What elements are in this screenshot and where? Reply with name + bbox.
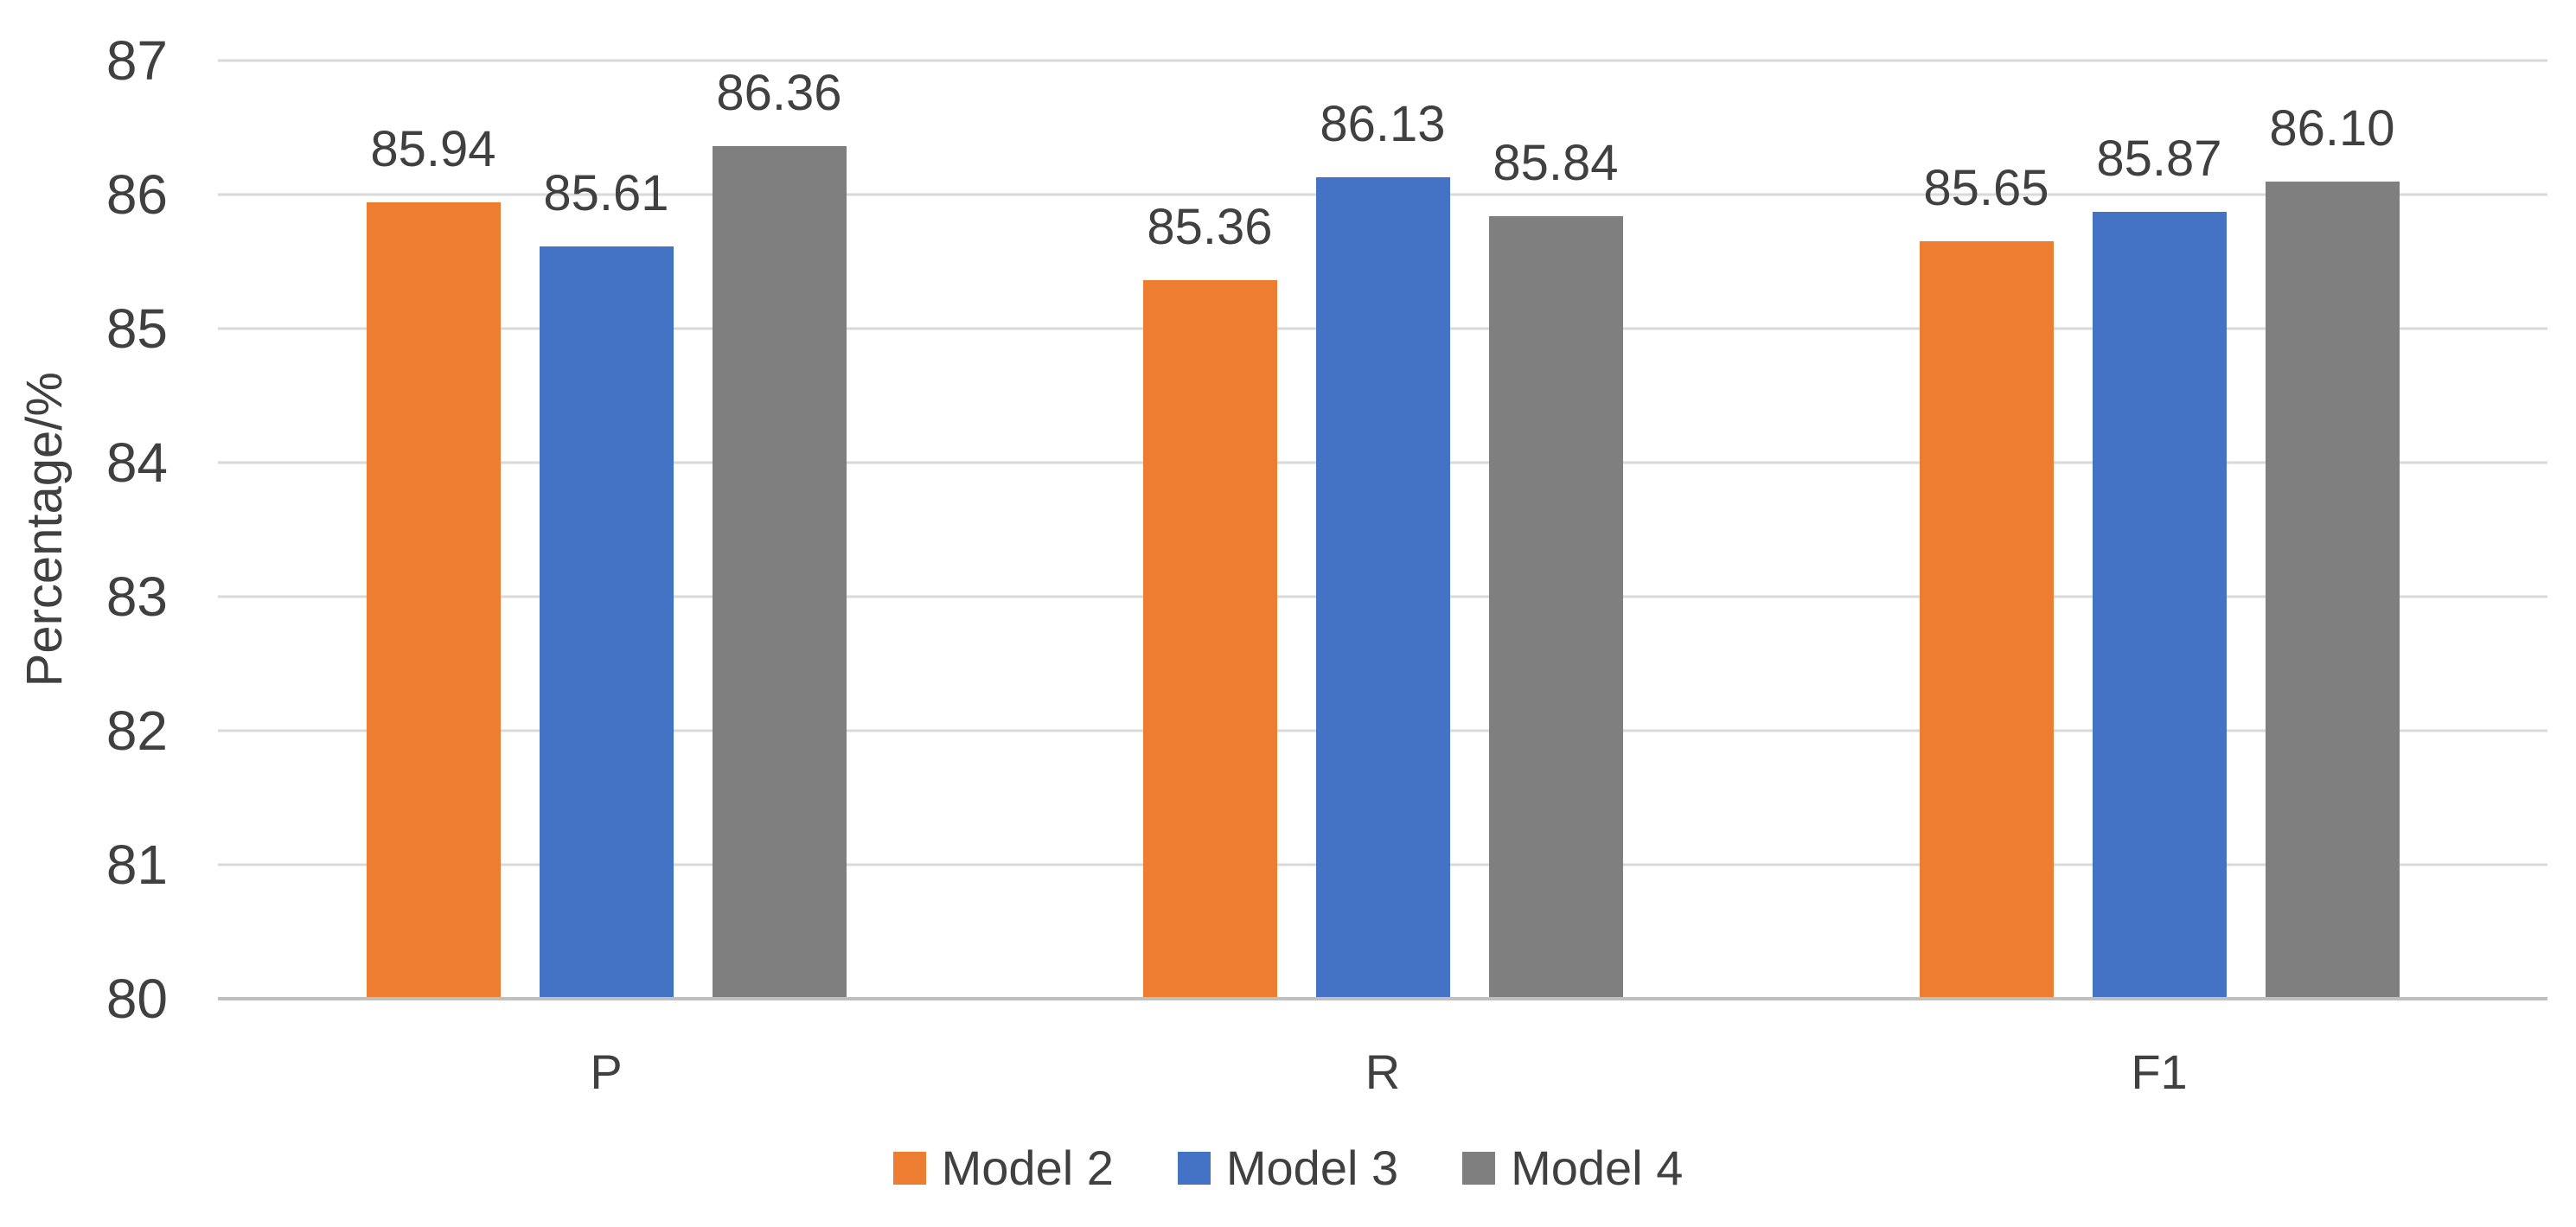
legend-swatch-icon	[1462, 1151, 1496, 1185]
bar-model-2-r	[1142, 280, 1277, 999]
x-axis-labels: P R F1	[218, 999, 2547, 1100]
data-label: 85.94	[370, 121, 496, 178]
data-label: 85.84	[1493, 134, 1619, 191]
bar-model-2-f1	[1919, 241, 2054, 999]
x-axis-line	[218, 997, 2547, 1000]
bar-model-4-f1	[2265, 181, 2400, 999]
legend-swatch-icon	[892, 1151, 926, 1185]
data-label: 85.87	[2096, 131, 2222, 188]
bar-cell: 85.36	[1142, 61, 1277, 999]
plot-area: 85.94 85.61 86.36 85.36 86.13 85.84 85.65 85.87…	[218, 59, 2547, 1000]
y-tick-label-80: 80	[105, 968, 168, 1030]
data-label: 85.36	[1147, 199, 1273, 256]
bar-cell: 85.61	[539, 61, 674, 999]
legend: Model 2 Model 3 Model 4	[0, 1140, 2576, 1196]
legend-swatch-icon	[1177, 1151, 1211, 1185]
data-label: 85.65	[1923, 160, 2049, 217]
bar-cell: 85.84	[1488, 61, 1623, 999]
bar-group-p: 85.94 85.61 86.36	[218, 61, 994, 999]
bar-group-r: 85.36 86.13 85.84	[994, 61, 1771, 999]
bar-model-3-r	[1315, 176, 1450, 999]
bar-cell: 85.65	[1919, 61, 2054, 999]
data-label: 86.36	[716, 65, 842, 122]
data-label: 85.61	[543, 165, 669, 222]
y-tick-label-87: 87	[105, 29, 168, 92]
legend-item-model-2: Model 2	[892, 1140, 1114, 1196]
bar-groups: 85.94 85.61 86.36 85.36 86.13 85.84 85.65 85.87…	[218, 61, 2547, 999]
x-category-label-f1: F1	[2131, 1045, 2188, 1099]
data-label: 86.10	[2269, 99, 2395, 157]
bar-cell: 86.13	[1315, 61, 1450, 999]
bar-model-2-p	[366, 202, 501, 999]
x-category-label-p: P	[590, 1045, 623, 1099]
bar-cell: 85.87	[2092, 61, 2227, 999]
bar-model-3-f1	[2092, 212, 2227, 999]
y-tick-label-81: 81	[105, 834, 168, 896]
data-label: 86.13	[1320, 95, 1446, 152]
legend-label: Model 2	[941, 1141, 1114, 1195]
legend-item-model-3: Model 3	[1177, 1140, 1399, 1196]
bar-cell: 86.10	[2265, 61, 2400, 999]
y-axis-ticks: 80 81 82 83 84 85 86 87	[0, 33, 185, 1026]
legend-label: Model 4	[1511, 1141, 1684, 1195]
y-tick-label-85: 85	[105, 297, 168, 360]
y-tick-label-83: 83	[105, 566, 168, 628]
gridline-87	[218, 59, 2547, 62]
legend-label: Model 3	[1225, 1141, 1399, 1195]
y-tick-label-82: 82	[105, 700, 168, 762]
bar-group-f1: 85.65 85.87 86.10	[1771, 61, 2547, 999]
bar-model-4-p	[712, 146, 847, 999]
x-category-label-r: R	[1365, 1045, 1401, 1099]
bar-model-3-p	[539, 246, 674, 999]
bar-model-4-r	[1488, 215, 1623, 999]
y-tick-label-86: 86	[105, 163, 168, 226]
y-tick-label-84: 84	[105, 431, 168, 494]
legend-item-model-4: Model 4	[1462, 1140, 1683, 1196]
bar-cell: 86.36	[712, 61, 847, 999]
bar-cell: 85.94	[366, 61, 501, 999]
